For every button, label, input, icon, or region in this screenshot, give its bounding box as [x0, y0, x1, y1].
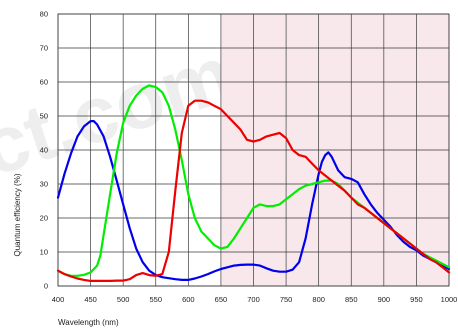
y-tick-label: 60	[40, 78, 48, 87]
x-tick-label: 550	[149, 295, 162, 304]
x-axis-label: Wavelength (nm)	[58, 318, 119, 327]
y-tick-label: 0	[44, 282, 48, 291]
series-layer	[56, 84, 451, 282]
y-tick-label: 70	[40, 44, 48, 53]
y-tick-label: 10	[40, 248, 48, 257]
watermark: ct.com	[0, 29, 243, 193]
plot-frame	[57, 13, 450, 287]
x-tick-label: 900	[378, 295, 391, 304]
x-tick-label: 700	[247, 295, 260, 304]
x-tick-label: 650	[215, 295, 228, 304]
y-tick-label: 20	[40, 214, 48, 223]
x-tick-label: 500	[117, 295, 130, 304]
x-tick-label: 800	[312, 295, 325, 304]
x-tick-label: 450	[84, 295, 97, 304]
x-tick-label: 850	[345, 295, 358, 304]
x-tick-label: 1000	[441, 295, 458, 304]
x-tick-label: 600	[182, 295, 195, 304]
y-axis-label: Quantum efficiency (%)	[13, 173, 22, 256]
y-tick-label: 80	[40, 10, 48, 19]
x-tick-labels: 400 450 500 550 600 650 700 750 800 850 900 950 1000	[52, 295, 458, 304]
x-tick-label: 750	[280, 295, 293, 304]
series-line-2	[56, 99, 451, 282]
y-tick-label: 40	[40, 146, 48, 155]
x-tick-label: 400	[52, 295, 65, 304]
svg-text:ct.com: ct.com	[0, 29, 243, 193]
y-tick-label: 30	[40, 180, 48, 189]
y-tick-label: 50	[40, 112, 48, 121]
x-tick-label: 950	[410, 295, 423, 304]
series-line-0	[56, 120, 451, 281]
y-tick-labels: 0 10 20 30 40 50 60 70 80	[40, 10, 48, 291]
